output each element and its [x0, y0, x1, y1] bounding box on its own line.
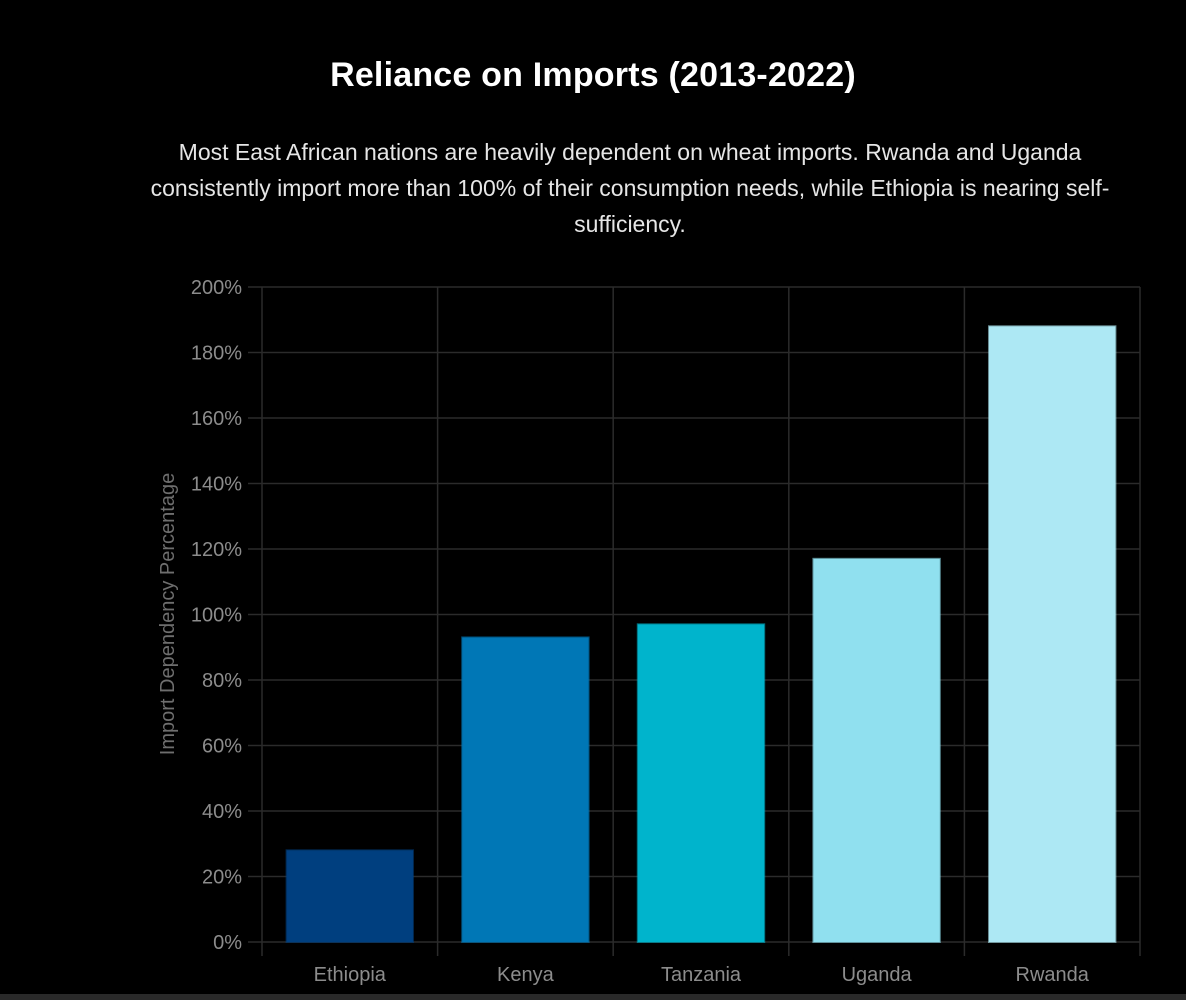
- y-tick-label: 140%: [191, 474, 242, 496]
- x-tick-label: Uganda: [842, 964, 913, 986]
- x-axis-ticks: Ethiopia Kenya Tanzania Uganda Rwanda: [314, 964, 1090, 986]
- x-tick-label: Ethiopia: [314, 964, 387, 986]
- y-axis-label: Import Dependency Percentage: [157, 473, 179, 755]
- y-tick-label: 200%: [191, 277, 242, 299]
- chart-subtitle: Most East African nations are heavily de…: [150, 139, 1110, 237]
- y-tick-label: 100%: [191, 605, 242, 627]
- bar-tanzania[interactable]: [636, 623, 766, 943]
- y-tick-label: 120%: [191, 539, 242, 561]
- bar-kenya[interactable]: [461, 636, 590, 943]
- chart-title: Reliance on Imports (2013-2022): [330, 56, 856, 94]
- y-tick-label: 60%: [202, 736, 242, 758]
- bar-ethiopia[interactable]: [285, 849, 415, 943]
- x-tick-label: Kenya: [497, 964, 555, 986]
- bar-uganda[interactable]: [812, 557, 941, 943]
- y-tick-label: 40%: [202, 801, 242, 823]
- y-axis-ticks: 0% 20% 40% 60% 80% 100% 120% 140% 160% 180% 200%: [191, 277, 242, 954]
- x-tick-label: Rwanda: [1016, 964, 1090, 986]
- bar-rwanda[interactable]: [987, 325, 1117, 943]
- y-tick-label: 180%: [191, 343, 242, 365]
- bars: [285, 325, 1117, 943]
- y-tick-label: 0%: [213, 932, 242, 954]
- x-tick-label: Tanzania: [661, 964, 742, 986]
- y-tick-label: 80%: [202, 670, 242, 692]
- y-tick-label: 20%: [202, 867, 242, 889]
- bottom-edge-bar: [0, 994, 1186, 1000]
- y-tick-label: 160%: [191, 408, 242, 430]
